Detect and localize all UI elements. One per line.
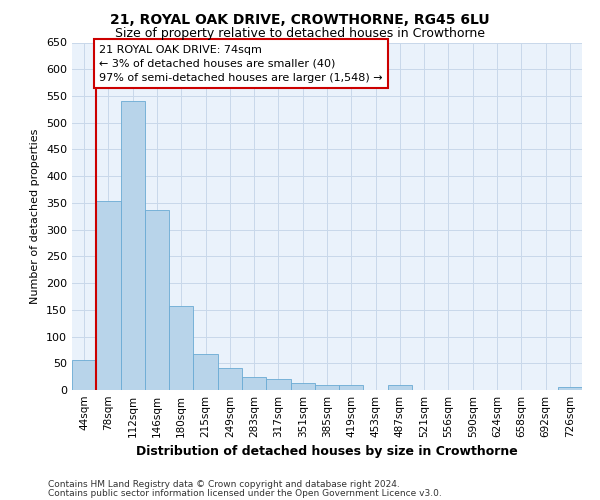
Bar (145, 210, 169, 390)
Bar (266, 380, 290, 390)
Bar (72, 360, 96, 390)
Text: 21 ROYAL OAK DRIVE: 74sqm
← 3% of detached houses are smaller (40)
97% of semi-d: 21 ROYAL OAK DRIVE: 74sqm ← 3% of detach… (99, 45, 383, 83)
Bar (242, 376, 266, 390)
Bar (121, 102, 145, 390)
X-axis label: Distribution of detached houses by size in Crowthorne: Distribution of detached houses by size … (136, 446, 518, 458)
Bar (558, 388, 582, 390)
Bar (339, 384, 364, 390)
Bar (193, 354, 218, 390)
Text: Size of property relative to detached houses in Crowthorne: Size of property relative to detached ho… (115, 28, 485, 40)
Bar (218, 368, 242, 390)
Text: Contains public sector information licensed under the Open Government Licence v3: Contains public sector information licen… (48, 488, 442, 498)
Text: Contains HM Land Registry data © Crown copyright and database right 2024.: Contains HM Land Registry data © Crown c… (48, 480, 400, 489)
Bar (290, 383, 315, 390)
Bar (315, 384, 339, 390)
Y-axis label: Number of detached properties: Number of detached properties (31, 128, 40, 304)
Bar (388, 384, 412, 390)
Text: 21, ROYAL OAK DRIVE, CROWTHORNE, RG45 6LU: 21, ROYAL OAK DRIVE, CROWTHORNE, RG45 6L… (110, 12, 490, 26)
Bar (96, 202, 121, 390)
Bar (169, 306, 193, 390)
